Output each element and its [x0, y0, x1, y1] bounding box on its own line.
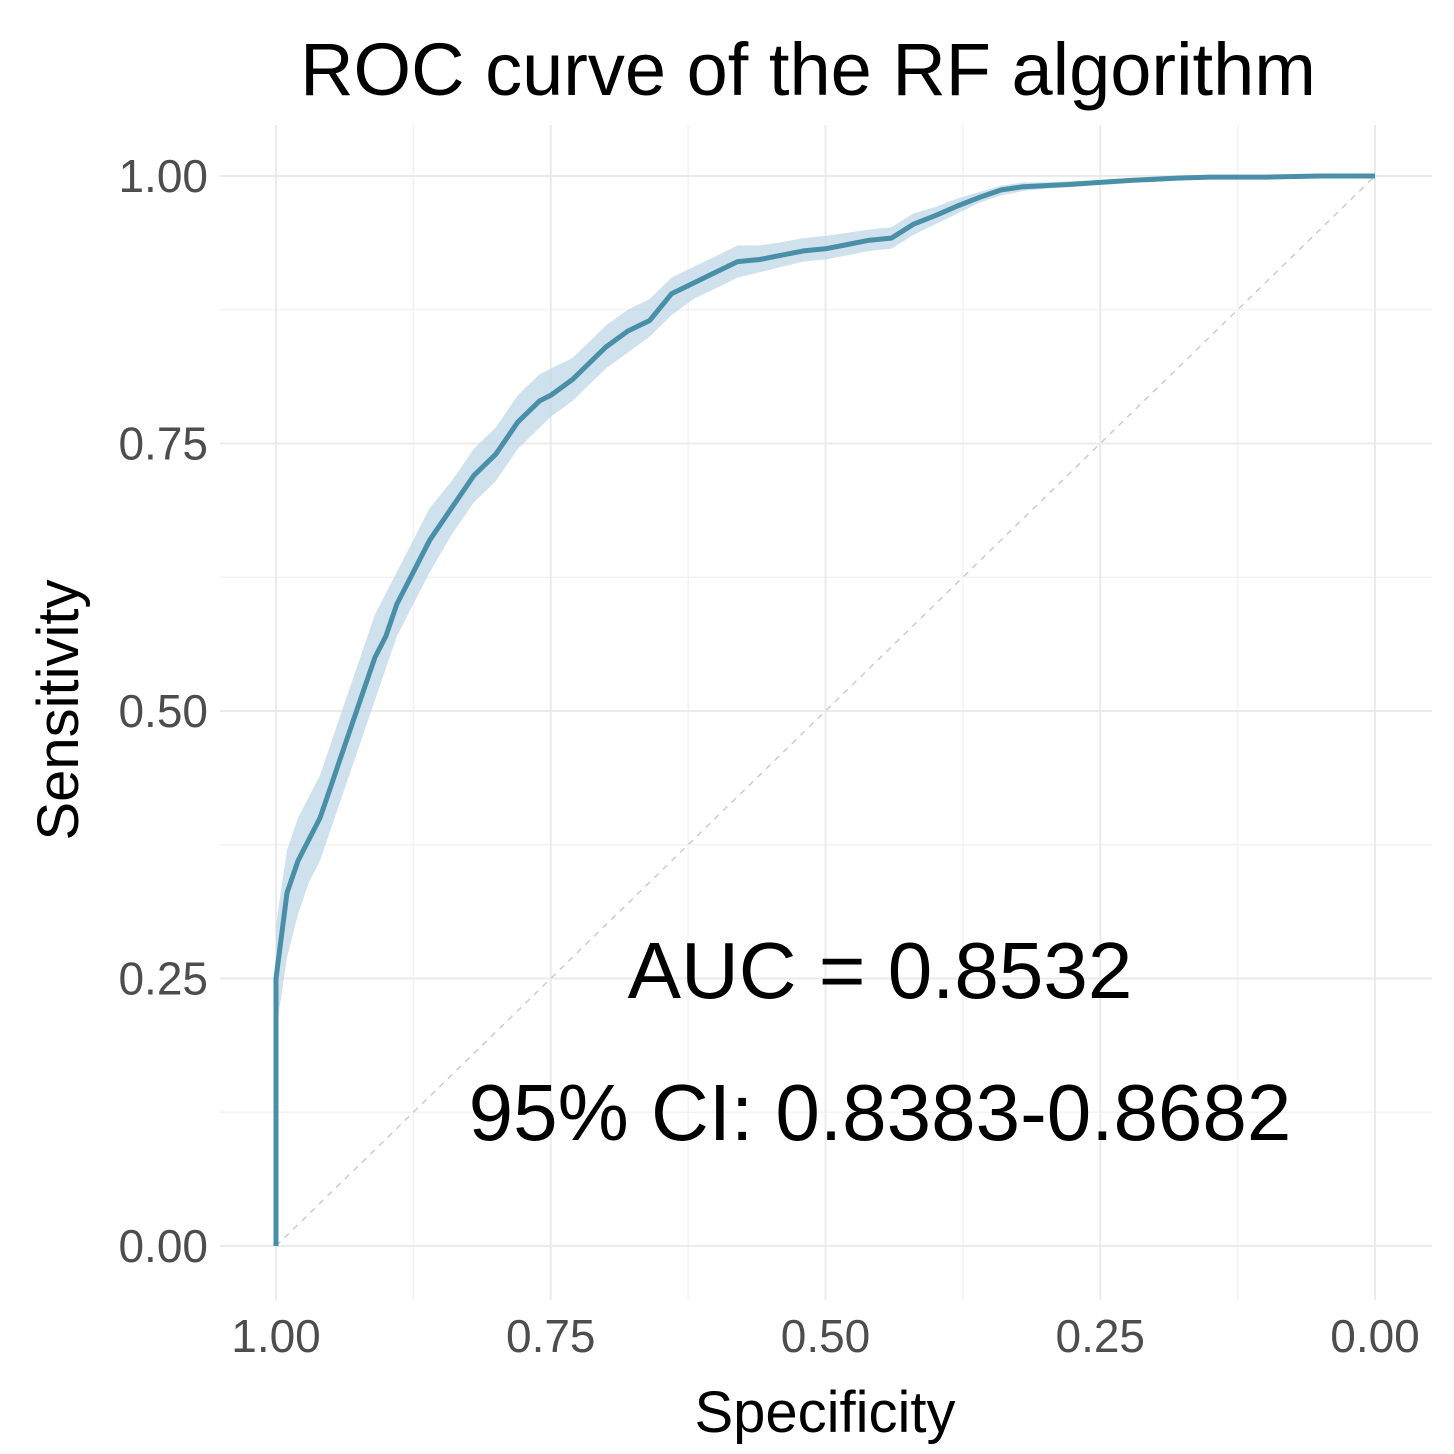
y-tick-label: 0.00: [118, 1220, 208, 1272]
roc-curve: [273, 173, 1375, 1246]
x-tick-label: 0.00: [1330, 1310, 1420, 1362]
chart-title: ROC curve of the RF algorithm: [300, 28, 1316, 111]
y-tick-label: 0.75: [118, 418, 208, 470]
auc-annotation: AUC = 0.8532: [628, 926, 1133, 1015]
y-tick-label: 0.25: [118, 953, 208, 1005]
x-tick-label: 0.25: [1055, 1310, 1145, 1362]
y-axis-title: Sensitivity: [26, 579, 91, 840]
ci-annotation: 95% CI: 0.8383-0.8682: [469, 1068, 1292, 1157]
x-tick-label: 0.75: [506, 1310, 596, 1362]
y-tick-label: 0.50: [118, 685, 208, 737]
x-tick-label: 1.00: [231, 1310, 321, 1362]
x-axis-ticks: 1.00 0.75 0.50 0.25 0.00: [231, 1310, 1420, 1362]
x-axis-title: Specificity: [694, 1380, 955, 1445]
y-tick-label: 1.00: [118, 150, 208, 202]
reference-diagonal: [275, 175, 1376, 1247]
y-axis-ticks: 0.00 0.25 0.50 0.75 1.00: [118, 150, 208, 1272]
x-tick-label: 0.50: [781, 1310, 871, 1362]
